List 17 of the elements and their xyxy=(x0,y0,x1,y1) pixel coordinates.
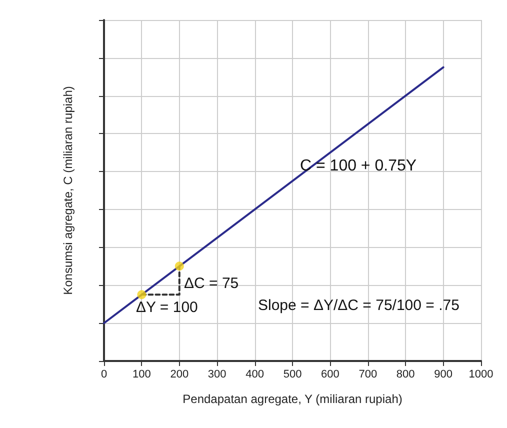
x-tick-label: 300 xyxy=(208,368,226,380)
annotation: ΔY = 100 xyxy=(136,299,198,316)
annotation: Slope = ΔY/ΔC = 75/100 = .75 xyxy=(258,297,460,314)
x-tick-label: 500 xyxy=(283,368,302,380)
x-axis-title: Pendapatan agregate, Y (miliaran rupiah) xyxy=(182,392,402,406)
x-tick-label: 0 xyxy=(100,368,108,380)
y-axis-title: Konsumsi agregate, C (miliaran rupiah) xyxy=(61,86,75,295)
x-tick-label: 600 xyxy=(321,368,340,380)
x-tick-label: 800 xyxy=(396,368,415,380)
x-tick-label: 700 xyxy=(358,368,378,380)
annotation: ΔC = 75 xyxy=(184,275,239,292)
x-tick-label: 1000 xyxy=(468,368,494,380)
annotation: C = 100 + 0.75Y xyxy=(300,158,417,174)
x-tick-label: 200 xyxy=(170,368,189,380)
x-tick-label: 900 xyxy=(434,368,452,380)
x-tick-label: 400 xyxy=(246,368,264,380)
x-tick-label: 100 xyxy=(132,368,151,380)
